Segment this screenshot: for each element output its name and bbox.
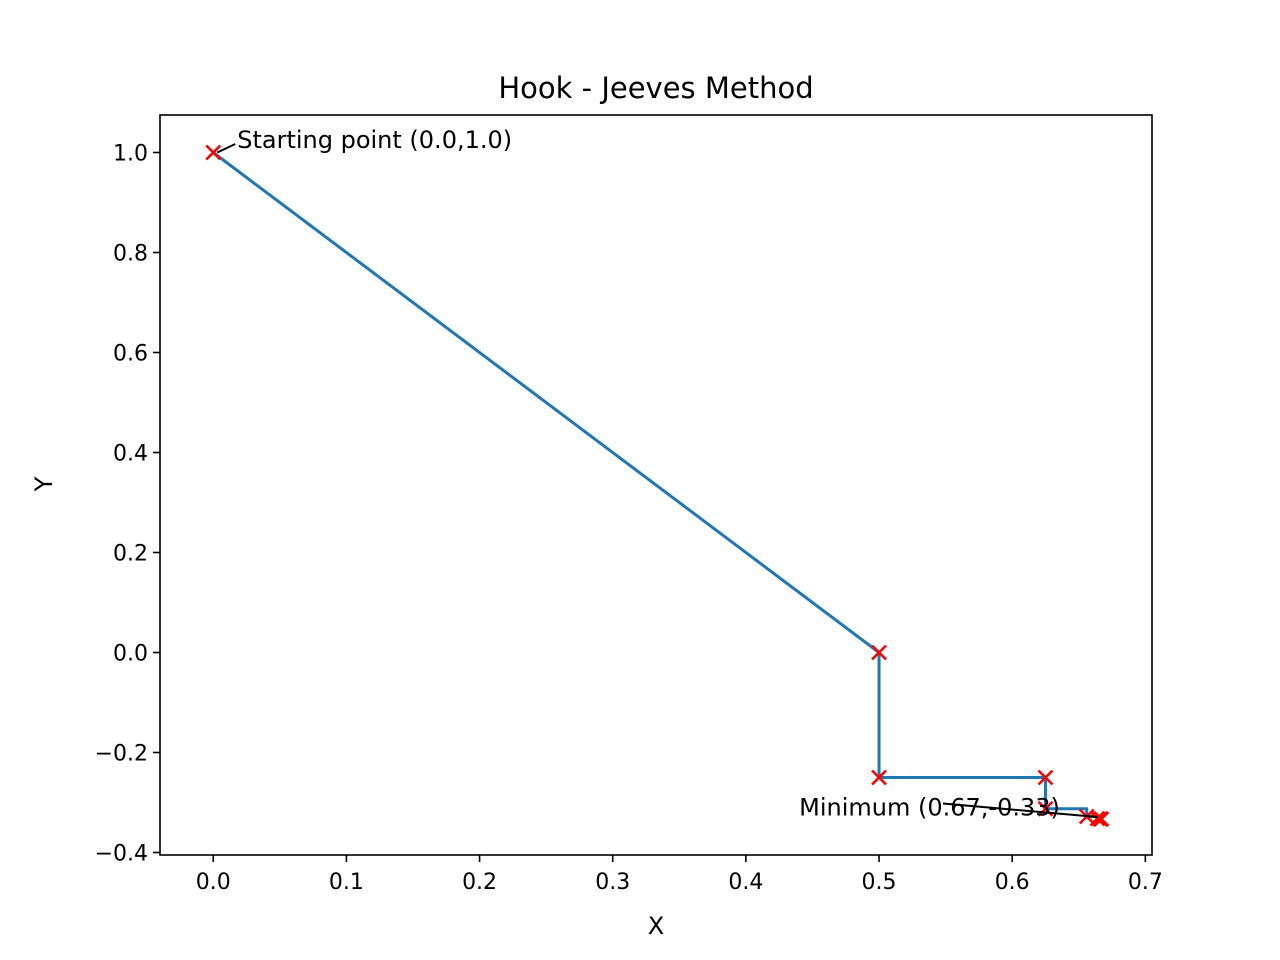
x-tick-label: 0.7 <box>1128 870 1163 895</box>
y-tick-label: 0.6 <box>113 342 148 367</box>
y-tick-label: 1.0 <box>113 142 148 167</box>
x-tick-label: 0.4 <box>728 870 763 895</box>
x-tick-label: 0.2 <box>462 870 497 895</box>
annotation-arrow-0 <box>216 143 236 154</box>
data-point-marker <box>1093 811 1110 827</box>
x-tick-label: 0.1 <box>329 870 364 895</box>
y-tick-label: 0.0 <box>113 642 148 667</box>
axes-frame <box>159 114 1153 856</box>
y-tick-label: 0.8 <box>113 242 148 267</box>
data-point-marker <box>871 644 887 661</box>
x-axis-label: X <box>648 912 664 940</box>
annotation-label-1: Minimum (0.67,-0.33) <box>799 794 1060 822</box>
chart-title: Hook - Jeeves Method <box>498 71 813 105</box>
x-tick-label: 0.6 <box>995 870 1030 895</box>
data-point-marker <box>205 144 222 161</box>
y-tick-label: 0.2 <box>113 542 148 567</box>
plot-area: Starting point (0.0,1.0) Minimum (0.67,-0… <box>95 114 1163 895</box>
x-tick-label: 0.5 <box>862 870 897 895</box>
y-tick-label: 0.4 <box>113 442 148 467</box>
y-axis-label: Y <box>30 476 58 492</box>
y-tick-label: −0.2 <box>95 742 148 767</box>
data-point-marker <box>1089 810 1106 827</box>
annotation-arrow-1 <box>942 802 1098 818</box>
data-point-marker <box>1037 769 1054 786</box>
data-point-marker <box>871 769 887 786</box>
x-tick-label: 0.3 <box>595 870 630 895</box>
y-tick-label: −0.4 <box>95 842 148 867</box>
annotation-label-0: Starting point (0.0,1.0) <box>237 126 512 154</box>
x-tick-label: 0.0 <box>196 870 231 895</box>
